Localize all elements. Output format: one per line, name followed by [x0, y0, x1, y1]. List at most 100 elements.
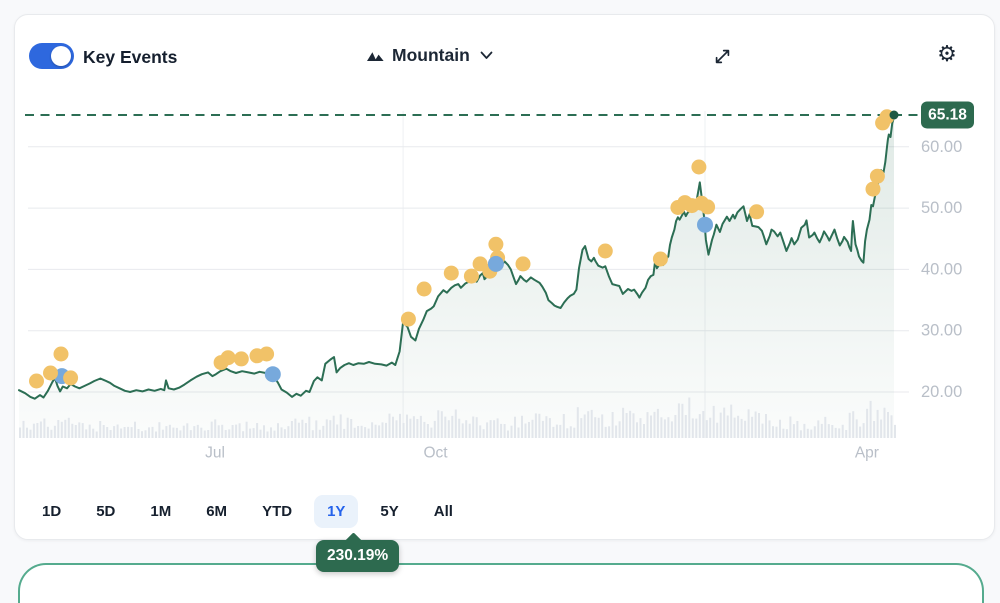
- volume-bar: [894, 424, 896, 438]
- key-event-marker[interactable]: [487, 255, 504, 272]
- volume-bar: [820, 423, 823, 438]
- volume-bar: [381, 422, 384, 438]
- volume-bar: [315, 420, 318, 438]
- volume-bar: [723, 407, 726, 438]
- range-button-6m[interactable]: 6M: [193, 495, 240, 528]
- volume-bar: [290, 421, 293, 438]
- key-events-label: Key Events: [83, 47, 178, 67]
- volume-bar: [514, 416, 516, 438]
- key-event-marker[interactable]: [463, 268, 479, 284]
- volume-bar: [444, 416, 447, 438]
- range-button-ytd[interactable]: YTD: [249, 495, 305, 528]
- volume-bar: [224, 430, 227, 438]
- volume-bar: [433, 420, 436, 438]
- key-events-toggle[interactable]: [29, 43, 74, 69]
- volume-bar: [19, 427, 21, 438]
- range-button-1y[interactable]: 1Y: [314, 495, 359, 528]
- range-button-all[interactable]: All: [421, 495, 466, 528]
- volume-bar: [196, 424, 199, 438]
- volume-bar: [646, 412, 649, 438]
- volume-bar: [737, 415, 740, 438]
- chart-type-dropdown[interactable]: Mountain: [366, 45, 493, 66]
- key-event-marker[interactable]: [869, 168, 885, 184]
- volume-bar: [740, 418, 743, 438]
- key-event-marker[interactable]: [515, 256, 531, 272]
- volume-bar: [277, 423, 279, 438]
- volume-bar: [127, 426, 130, 438]
- volume-bar: [266, 431, 269, 438]
- settings-button[interactable]: ⚙: [934, 41, 960, 67]
- volume-bar: [26, 427, 28, 438]
- volume-bar: [60, 421, 63, 438]
- key-event-marker[interactable]: [443, 265, 459, 281]
- key-event-marker[interactable]: [700, 199, 716, 215]
- range-button-1m[interactable]: 1M: [137, 495, 184, 528]
- key-event-marker[interactable]: [63, 370, 79, 386]
- volume-bar: [175, 427, 178, 438]
- volume-bar: [179, 430, 182, 438]
- key-event-marker[interactable]: [400, 311, 416, 327]
- key-event-marker[interactable]: [597, 243, 613, 259]
- volume-bar: [252, 428, 255, 438]
- volume-bar: [779, 419, 781, 438]
- expand-icon: [713, 47, 732, 66]
- volume-bar: [346, 417, 349, 438]
- volume-bar: [785, 429, 788, 438]
- volume-bar: [507, 430, 509, 438]
- volume-bar: [472, 416, 475, 438]
- key-event-marker[interactable]: [43, 365, 58, 381]
- volume-bar: [186, 423, 189, 438]
- volume-bar: [426, 424, 429, 438]
- key-event-marker[interactable]: [29, 373, 44, 389]
- volume-bar: [521, 415, 523, 438]
- volume-bar: [517, 427, 520, 438]
- volume-bar: [32, 423, 35, 438]
- key-event-marker[interactable]: [416, 281, 432, 297]
- key-event-marker[interactable]: [691, 159, 707, 175]
- volume-bar: [653, 411, 656, 438]
- volume-bar: [639, 418, 642, 438]
- volume-bar: [716, 422, 719, 438]
- key-event-marker[interactable]: [697, 216, 713, 233]
- volume-bar: [534, 413, 537, 438]
- volume-bar: [43, 418, 46, 438]
- key-event-marker[interactable]: [53, 346, 69, 362]
- volume-bar: [479, 425, 482, 438]
- key-event-marker[interactable]: [865, 181, 881, 197]
- volume-bar: [95, 431, 98, 438]
- volume-bar: [270, 427, 272, 438]
- volume-bar: [817, 420, 820, 438]
- volume-bar: [294, 418, 297, 438]
- fullscreen-button[interactable]: [709, 43, 735, 69]
- volume-bar: [827, 424, 830, 438]
- volume-bar: [803, 423, 806, 438]
- change-percent-value: 230.19%: [327, 547, 389, 564]
- key-event-marker[interactable]: [259, 346, 275, 362]
- volume-bar: [873, 421, 876, 438]
- key-event-marker[interactable]: [264, 366, 281, 383]
- volume-bar: [168, 424, 171, 438]
- volume-bar: [855, 419, 858, 438]
- key-event-marker[interactable]: [652, 251, 668, 267]
- key-event-marker[interactable]: [749, 204, 765, 220]
- volume-bar: [412, 416, 415, 438]
- last-price-dot: [889, 110, 899, 120]
- range-button-5d[interactable]: 5D: [83, 495, 128, 528]
- volume-bar: [158, 422, 161, 438]
- key-event-marker[interactable]: [220, 350, 236, 366]
- range-button-1d[interactable]: 1D: [29, 495, 74, 528]
- volume-bar: [374, 424, 377, 438]
- volume-bar: [538, 413, 541, 438]
- volume-bar: [318, 429, 321, 438]
- volume-bar: [332, 415, 335, 438]
- range-button-5y[interactable]: 5Y: [367, 495, 411, 528]
- volume-bar: [235, 424, 238, 438]
- key-event-marker[interactable]: [488, 236, 504, 252]
- key-event-marker[interactable]: [233, 351, 249, 367]
- volume-bar: [102, 425, 105, 438]
- volume-bar: [765, 414, 767, 438]
- volume-bar: [116, 424, 119, 438]
- price-chart[interactable]: 60.00 50.00 40.00 30.00 20.00 65.18 Jul Oct Apr: [15, 15, 996, 541]
- volume-bar: [890, 415, 893, 438]
- volume-bar: [663, 419, 666, 438]
